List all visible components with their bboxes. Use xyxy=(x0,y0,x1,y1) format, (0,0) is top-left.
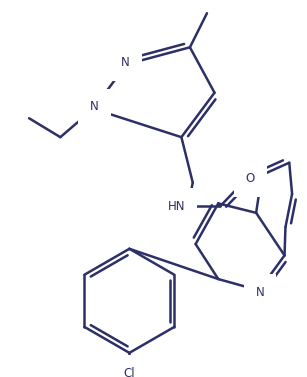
Text: Cl: Cl xyxy=(123,367,135,377)
Text: N: N xyxy=(90,100,99,113)
Text: N: N xyxy=(255,286,264,299)
Text: O: O xyxy=(246,172,255,185)
Text: HN: HN xyxy=(168,200,185,213)
Text: N: N xyxy=(121,56,130,69)
